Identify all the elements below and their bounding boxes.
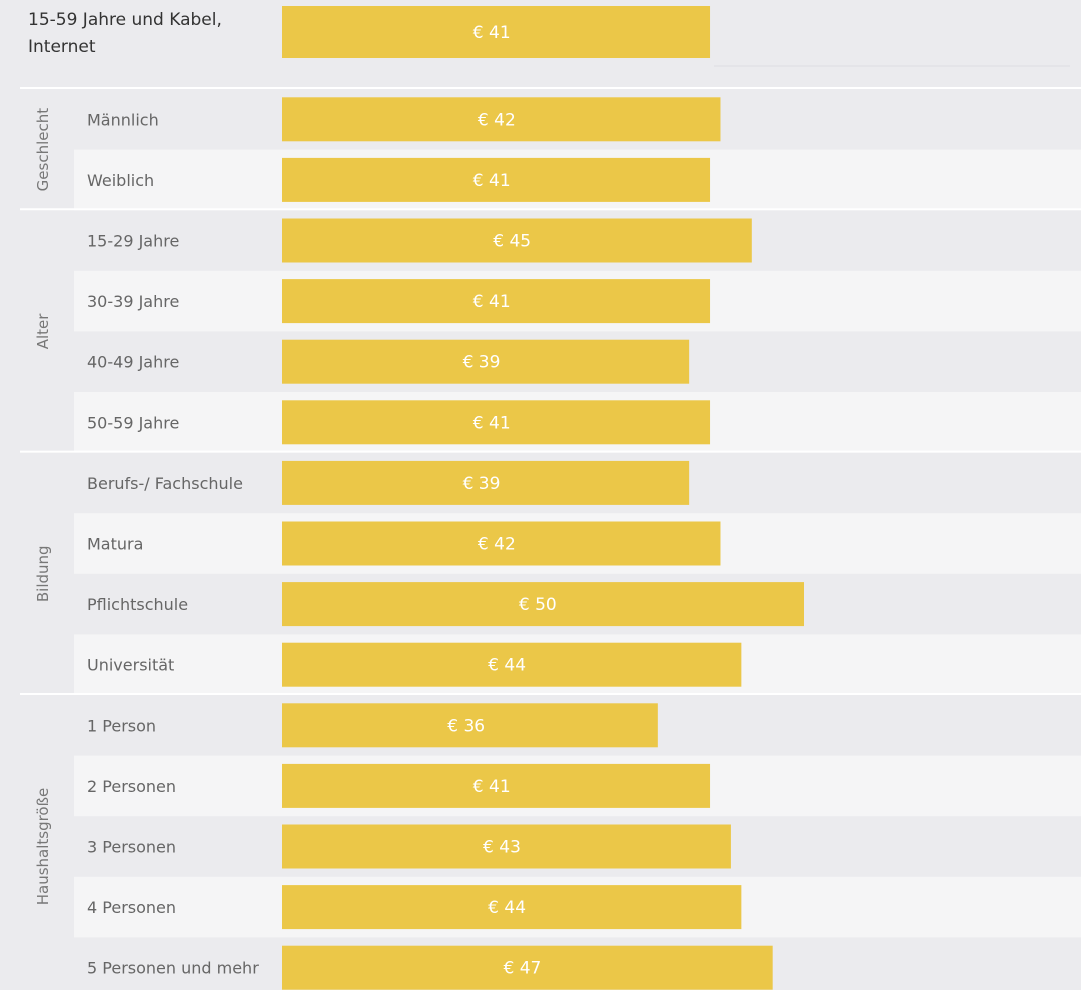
bar-label-weiblich: € 41 — [473, 171, 511, 191]
bar-label-männlich: € 42 — [478, 110, 516, 130]
bar-label-5-personen-und-mehr: € 47 — [504, 959, 542, 979]
bar-header — [282, 6, 711, 58]
bar-label-3-personen: € 43 — [483, 838, 521, 858]
category-label-universität: Universität — [87, 656, 174, 675]
group-label-haushaltsgröße: Haushaltsgröße — [34, 788, 52, 906]
group-label-geschlecht: Geschlecht — [34, 108, 52, 192]
category-label-40-49-jahre: 40-49 Jahre — [87, 353, 179, 372]
category-label-3-personen: 3 Personen — [87, 838, 176, 857]
category-label-50-59-jahre: 50-59 Jahre — [87, 413, 179, 432]
bar-15-29-jahre — [282, 218, 752, 263]
category-label-pflichtschule: Pflichtschule — [87, 595, 188, 614]
bar-30-39-jahre — [282, 279, 711, 324]
bar-berufs-fachschule — [282, 460, 690, 505]
bar-label-4-personen: € 44 — [488, 898, 526, 918]
bar-2-personen — [282, 763, 711, 808]
bar-50-59-jahre — [282, 400, 711, 445]
category-label-männlich: Männlich — [87, 110, 159, 129]
bar-label-pflichtschule: € 50 — [519, 595, 557, 615]
group-label-alter: Alter — [34, 313, 52, 350]
header-row-label: 15-59 Jahre und Kabel, Internet — [28, 10, 222, 57]
bar-weiblich — [282, 157, 711, 202]
category-label-15-29-jahre: 15-29 Jahre — [87, 232, 179, 251]
group-label-bildung: Bildung — [34, 545, 52, 602]
category-label-2-personen: 2 Personen — [87, 777, 176, 796]
bar-label-universität: € 44 — [488, 656, 526, 676]
bar-3-personen — [282, 824, 731, 869]
bar-label-2-personen: € 41 — [473, 777, 511, 797]
bar-universität — [282, 642, 742, 687]
bar-label-header: € 41 — [473, 23, 511, 43]
bar-40-49-jahre — [282, 339, 690, 384]
category-label-4-personen: 4 Personen — [87, 898, 176, 917]
bar-pflichtschule — [282, 582, 804, 627]
bar-label-1-person: € 36 — [447, 716, 485, 736]
bar-label-50-59-jahre: € 41 — [473, 413, 511, 433]
bar-label-15-29-jahre: € 45 — [493, 232, 531, 252]
bar-label-berufs-fachschule: € 39 — [463, 474, 501, 494]
bar-label-40-49-jahre: € 39 — [463, 353, 501, 373]
bar-1-person — [282, 703, 658, 748]
bar-4-personen — [282, 885, 742, 930]
category-label-5-personen-und-mehr: 5 Personen und mehr — [87, 959, 259, 978]
bar-label-matura: € 42 — [478, 535, 516, 555]
category-label-berufs-fachschule: Berufs-/ Fachschule — [87, 474, 243, 493]
category-label-1-person: 1 Person — [87, 716, 156, 735]
bar-matura — [282, 521, 721, 566]
bar-label-30-39-jahre: € 41 — [473, 292, 511, 312]
bar-5-personen-und-mehr — [282, 945, 773, 990]
bar-männlich — [282, 97, 721, 142]
category-label-matura: Matura — [87, 535, 143, 554]
category-label-weiblich: Weiblich — [87, 171, 154, 190]
category-label-30-39-jahre: 30-39 Jahre — [87, 292, 179, 311]
